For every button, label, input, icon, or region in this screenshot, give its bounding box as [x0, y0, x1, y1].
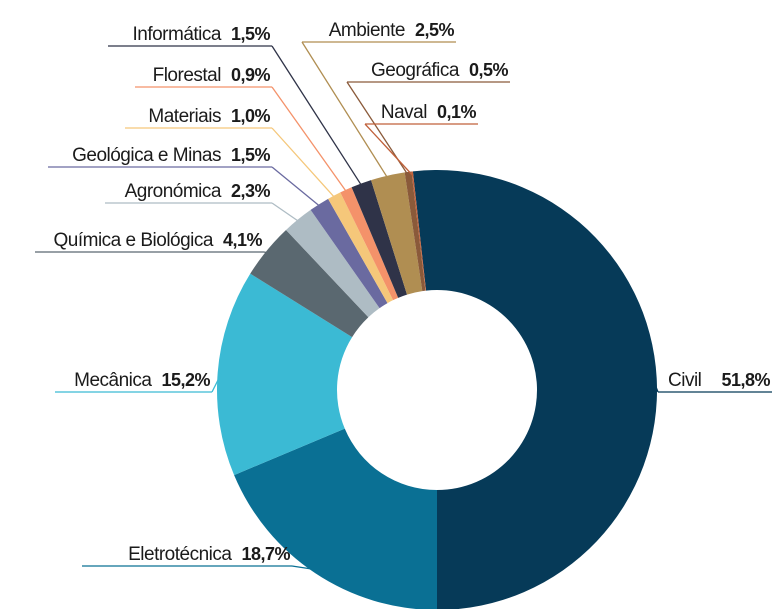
donut-slice	[234, 428, 437, 609]
value-label: 0,9%	[231, 65, 271, 85]
leader-line	[652, 377, 659, 393]
category-label: Geológica e Minas	[72, 145, 221, 166]
category-label: Materiais	[148, 106, 221, 127]
donut-slice	[412, 170, 657, 609]
donut-slice	[286, 209, 380, 318]
value-label: 15,2%	[161, 370, 210, 390]
leader-line	[364, 123, 414, 176]
value-label: 4,1%	[223, 230, 263, 250]
category-label: Mecânica	[74, 370, 152, 391]
donut-slice	[250, 229, 369, 338]
leader-line	[291, 565, 318, 571]
value-label: 2,3%	[231, 181, 271, 201]
leader-line	[271, 86, 349, 194]
donut-slice	[217, 273, 353, 476]
category-label: Química e Biológica	[54, 230, 214, 251]
donut-slice	[404, 171, 426, 292]
category-label: Geográfica	[371, 60, 460, 81]
value-label: 1,5%	[231, 145, 271, 165]
leader-line	[271, 127, 337, 200]
donut-slice	[371, 172, 423, 295]
value-label: 1,5%	[231, 24, 271, 44]
leader-line	[271, 202, 301, 224]
category-label: Florestal	[153, 65, 221, 86]
donut-slice	[351, 180, 408, 298]
leader-line	[301, 41, 390, 180]
value-label: 0,5%	[469, 60, 509, 80]
category-label: Informática	[132, 24, 221, 45]
category-label: Civil	[668, 370, 701, 391]
value-label: 18,7%	[241, 544, 290, 564]
leader-line	[211, 372, 223, 393]
category-label: Naval	[381, 102, 427, 123]
leader-line	[263, 251, 270, 254]
donut-slice	[340, 187, 399, 301]
value-label: 1,0%	[231, 106, 271, 126]
donut-slice	[310, 198, 388, 309]
category-label: Eletrotécnica	[128, 544, 232, 565]
value-label: 0,1%	[437, 102, 477, 122]
value-label: 2,5%	[415, 20, 455, 40]
leader-line	[271, 166, 322, 209]
value-label: 51,8%	[721, 370, 770, 390]
category-label: Ambiente	[329, 20, 405, 41]
category-label: Agronómica	[125, 181, 222, 202]
donut-slice	[411, 171, 427, 291]
leader-line	[271, 45, 364, 188]
donut-slice	[328, 192, 394, 304]
